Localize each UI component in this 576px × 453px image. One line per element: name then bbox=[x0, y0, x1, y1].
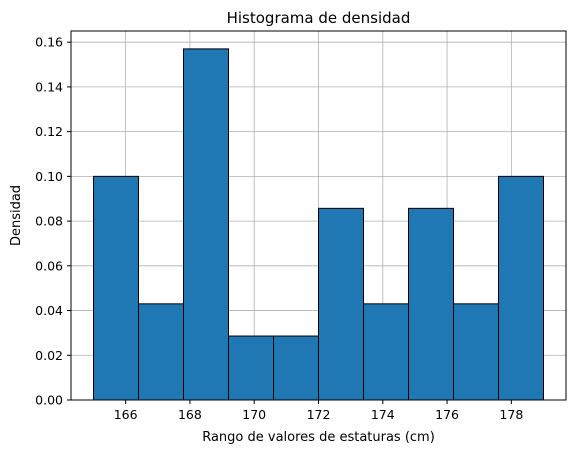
y-tick-label: 0.12 bbox=[35, 124, 63, 139]
x-tick-label: 170 bbox=[242, 407, 266, 422]
histogram-bar bbox=[228, 335, 274, 401]
x-tick-label: 166 bbox=[114, 407, 138, 422]
y-tick-label: 0.16 bbox=[35, 35, 63, 50]
y-tick-label: 0.02 bbox=[35, 348, 63, 363]
y-tick-label: 0.14 bbox=[35, 79, 63, 94]
histogram-bar bbox=[318, 207, 364, 401]
y-tick-label: 0.00 bbox=[35, 393, 63, 408]
histogram-bar bbox=[408, 207, 454, 401]
histogram-bar bbox=[453, 303, 499, 401]
histogram-bar bbox=[363, 303, 409, 401]
x-tick-label: 174 bbox=[371, 407, 395, 422]
x-tick-label: 178 bbox=[499, 407, 523, 422]
histogram-bar bbox=[498, 175, 544, 401]
y-tick-label: 0.08 bbox=[35, 214, 63, 229]
x-tick-label: 168 bbox=[178, 407, 202, 422]
x-axis-label: Rango de valores de estaturas (cm) bbox=[202, 430, 435, 445]
y-tick-label: 0.06 bbox=[35, 258, 63, 273]
histogram-bar bbox=[183, 48, 229, 401]
histogram-bar bbox=[273, 335, 319, 401]
histogram-bar bbox=[138, 303, 184, 401]
histogram-bars bbox=[93, 48, 544, 401]
x-tick-label: 172 bbox=[307, 407, 331, 422]
axis-ticks: 166 168 170 172 174 176 178 0.00 0.02 0.04 0.06 0.0… bbox=[35, 35, 523, 422]
x-tick-label: 176 bbox=[435, 407, 459, 422]
y-tick-label: 0.04 bbox=[35, 303, 63, 318]
chart-title: Histograma de densidad bbox=[227, 9, 411, 27]
y-axis-label: Densidad bbox=[9, 185, 24, 246]
histogram-bar bbox=[93, 175, 139, 401]
y-tick-label: 0.10 bbox=[35, 169, 63, 184]
